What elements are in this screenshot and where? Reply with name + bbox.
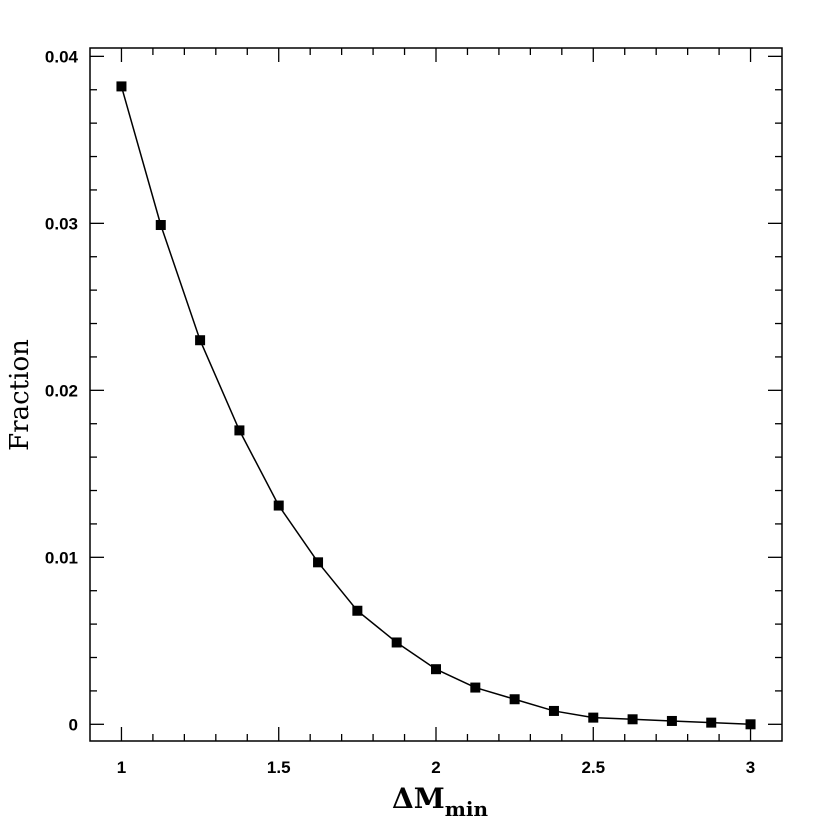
data-point-marker xyxy=(273,500,284,511)
data-point-marker xyxy=(509,694,520,705)
y-axis-title: Fraction xyxy=(5,339,35,451)
data-point-marker xyxy=(155,220,166,231)
data-point-marker xyxy=(666,715,677,726)
series-line xyxy=(120,86,751,726)
y-tick-label: 0.01 xyxy=(45,548,78,567)
data-point-marker xyxy=(313,557,324,568)
data-point-marker xyxy=(745,719,756,730)
data-point-marker xyxy=(234,425,245,436)
x-tick-label: 2 xyxy=(431,758,440,777)
x-axis-title-sub: min xyxy=(445,797,489,821)
y-tick-label: 0.02 xyxy=(45,381,78,400)
axis-tick-labels: 1 1.5 2 2.5 3 0 0.01 0.02 0.03 0.04 xyxy=(45,47,755,777)
x-tick-label: 1 xyxy=(117,758,126,777)
data-point-marker xyxy=(588,712,599,723)
data-point-marker xyxy=(548,705,559,716)
series-markers xyxy=(116,81,756,730)
x-tick-label: 2.5 xyxy=(581,758,605,777)
x-axis-title-main: ΔM xyxy=(392,782,445,815)
plot-frame xyxy=(89,47,783,742)
x-tick-label: 1.5 xyxy=(267,758,291,777)
data-point-marker xyxy=(431,664,441,675)
data-point-marker xyxy=(116,81,127,92)
x-tick-label: 3 xyxy=(746,758,755,777)
y-tick-label: 0.03 xyxy=(45,214,78,233)
y-tick-label: 0 xyxy=(69,715,78,734)
x-axis-title: ΔMmin xyxy=(392,782,488,821)
y-tick-label: 0.04 xyxy=(45,47,79,66)
data-point-marker xyxy=(627,714,638,725)
data-point-marker xyxy=(195,335,206,346)
data-point-marker xyxy=(706,717,717,728)
axis-ticks xyxy=(90,48,782,741)
data-point-marker xyxy=(391,637,402,648)
data-point-marker xyxy=(352,605,363,616)
data-point-marker xyxy=(470,682,481,693)
